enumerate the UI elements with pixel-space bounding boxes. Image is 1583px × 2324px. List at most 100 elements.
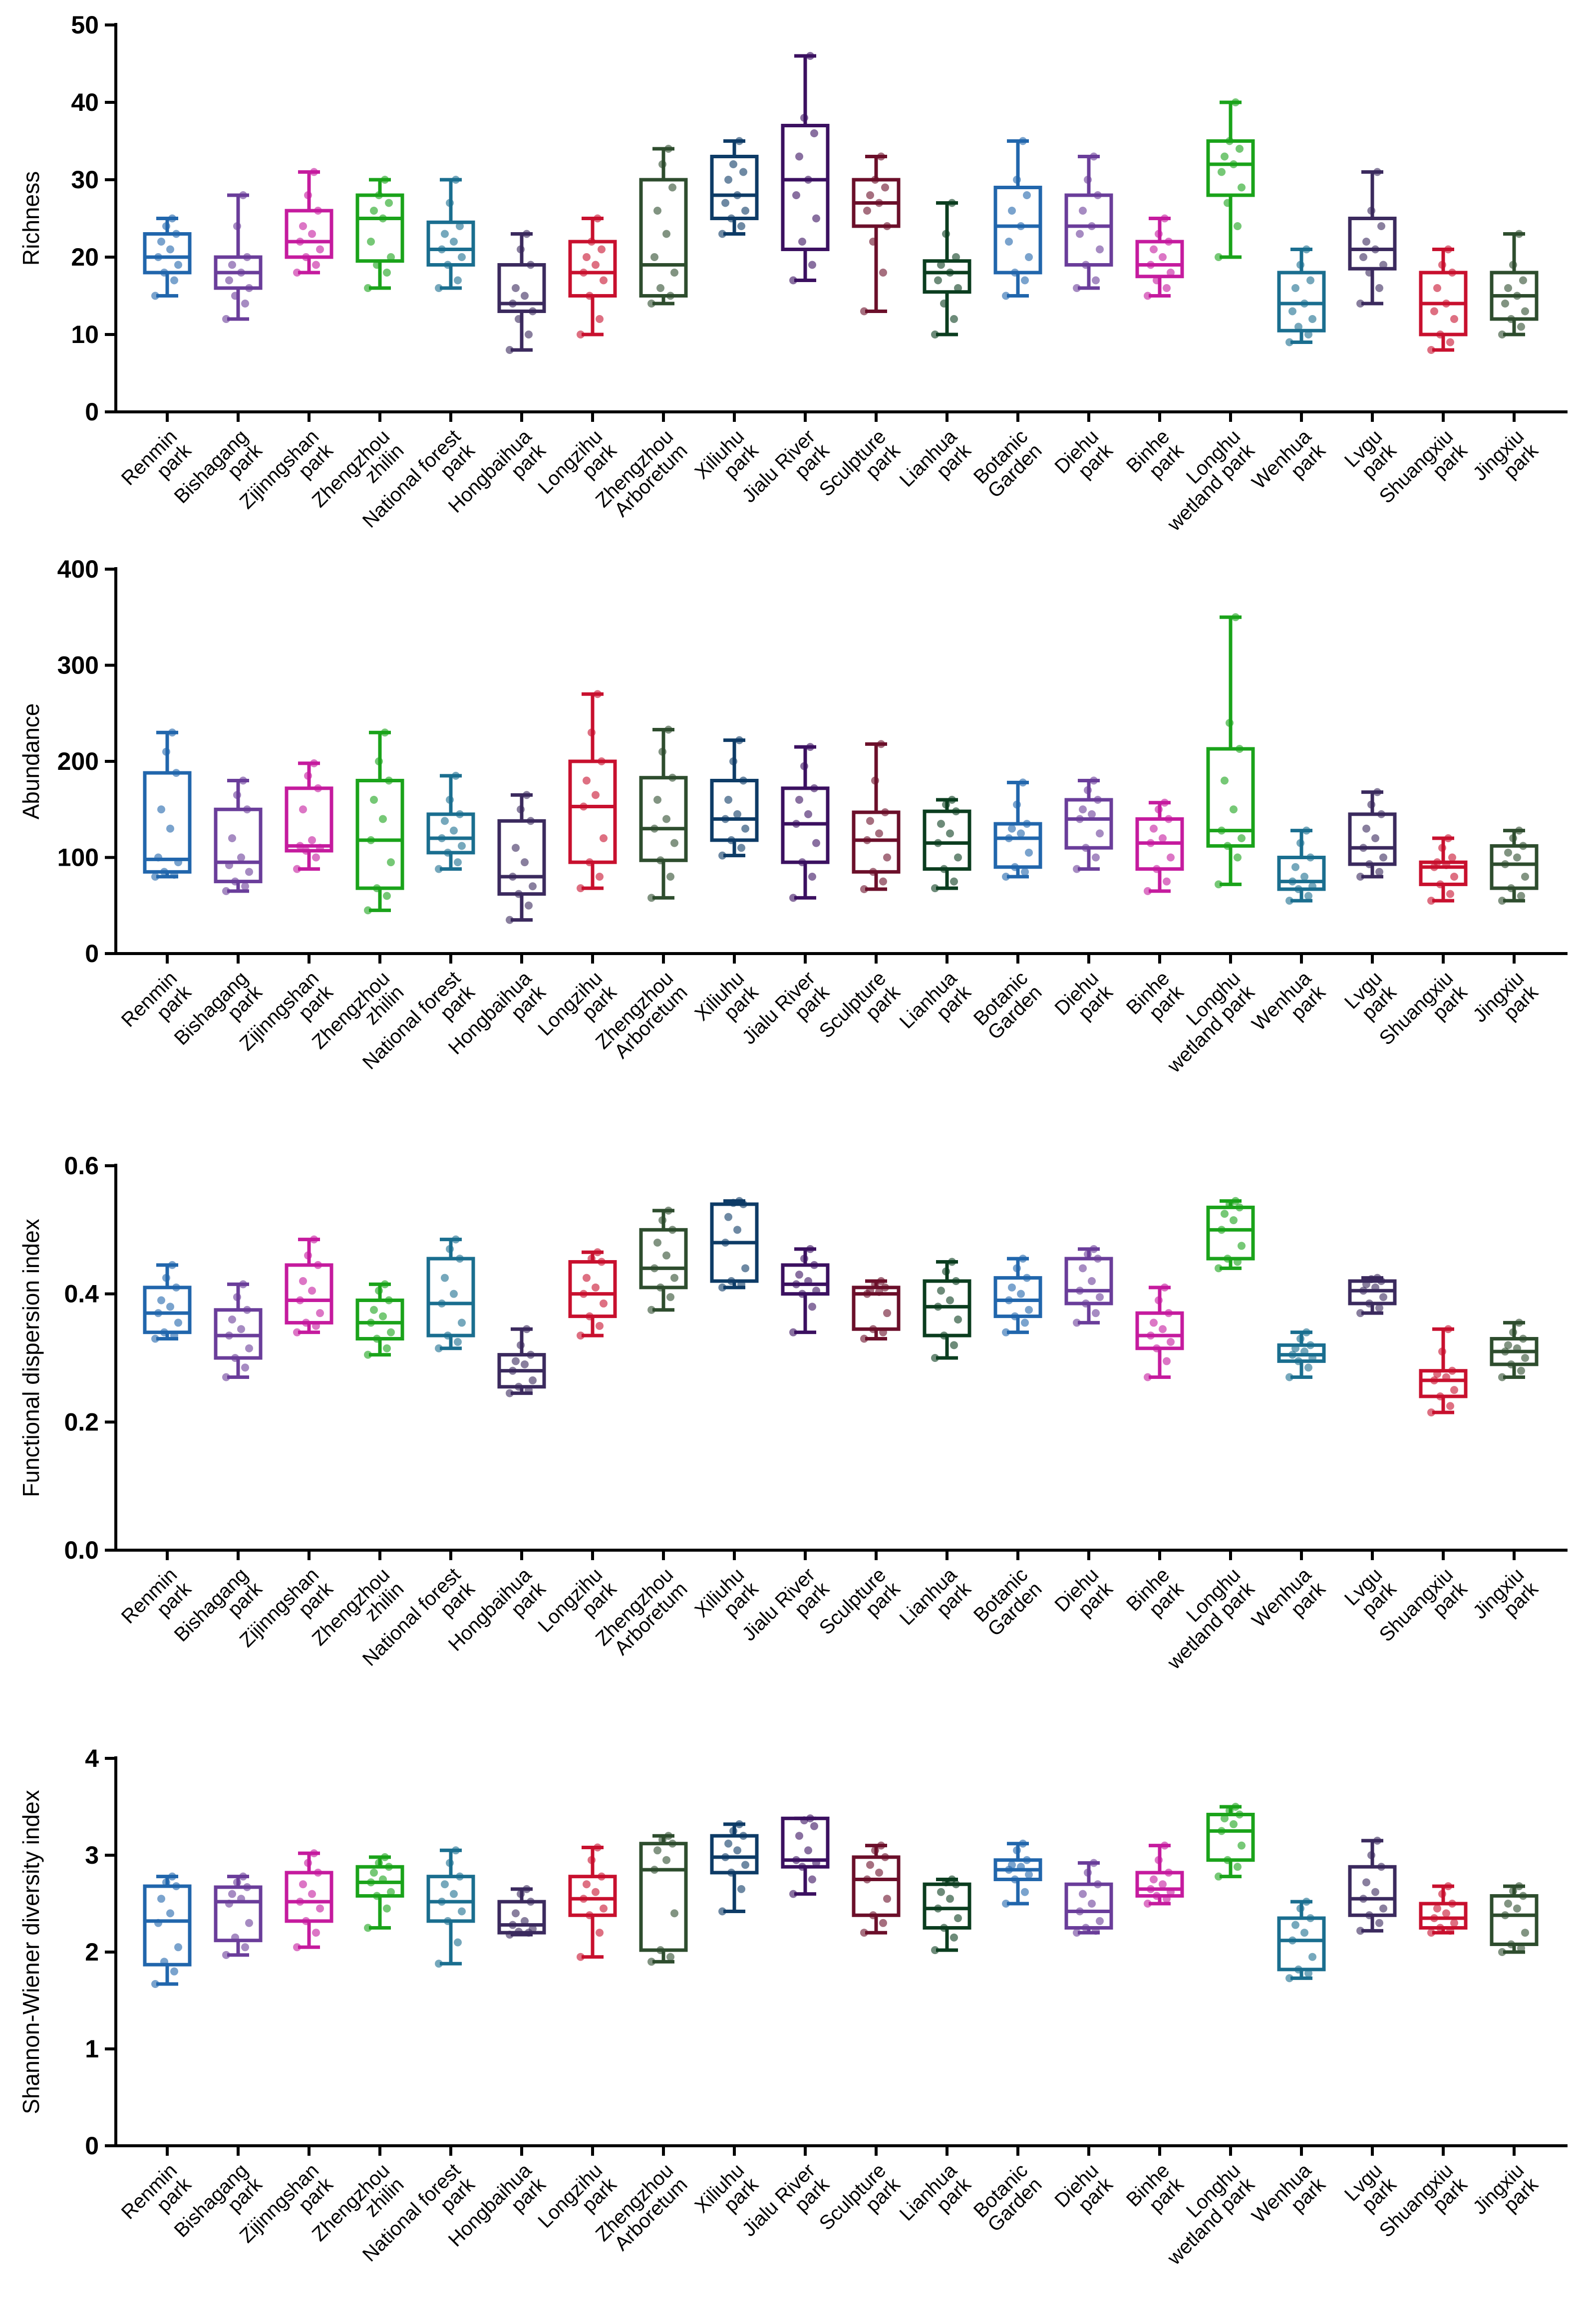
data-point — [1517, 323, 1525, 331]
box-15 — [1135, 1283, 1184, 1560]
y-tick-label: 2 — [85, 1938, 99, 1966]
data-point — [1226, 1200, 1234, 1208]
data-point — [940, 1924, 948, 1932]
data-point — [379, 214, 387, 223]
data-point — [600, 1299, 608, 1308]
data-point — [1306, 853, 1314, 862]
data-point — [1221, 1210, 1229, 1218]
data-point — [170, 1967, 178, 1976]
data-point — [808, 1303, 816, 1311]
data-point — [1218, 1827, 1226, 1835]
data-point — [1373, 1836, 1381, 1845]
data-point — [1438, 844, 1446, 852]
box-6 — [497, 791, 546, 964]
box-15 — [1135, 214, 1184, 422]
data-point — [1025, 848, 1033, 857]
data-point — [241, 1363, 249, 1372]
data-point — [647, 1306, 655, 1314]
data-point — [1446, 890, 1454, 898]
box-16 — [1206, 98, 1255, 422]
data-point — [157, 1895, 165, 1903]
iqr-box — [426, 812, 475, 855]
data-point — [1155, 1296, 1163, 1305]
data-point — [588, 1856, 596, 1864]
data-point — [1159, 253, 1167, 261]
data-point — [670, 1274, 678, 1282]
data-point — [812, 1859, 820, 1867]
data-point — [296, 238, 304, 246]
data-point — [594, 690, 602, 698]
data-point — [174, 858, 182, 867]
data-point — [385, 1296, 393, 1305]
box-12 — [923, 1258, 971, 1560]
data-point — [241, 300, 249, 308]
data-point — [721, 815, 729, 823]
data-point — [1519, 842, 1527, 850]
data-point — [789, 894, 797, 902]
box-5 — [426, 1235, 475, 1560]
data-point — [373, 261, 381, 269]
data-point — [512, 1357, 520, 1365]
box-4 — [355, 1280, 404, 1560]
x-tick-label: Jialu Riverpark — [738, 967, 834, 1063]
data-point — [666, 1953, 674, 1961]
data-point — [869, 238, 877, 246]
x-tick-label: Jingxiupark — [1469, 2159, 1543, 2233]
box-20 — [1490, 826, 1539, 964]
data-point — [1153, 1344, 1161, 1352]
box-19 — [1419, 1325, 1468, 1560]
data-point — [1356, 873, 1364, 881]
data-point — [1011, 863, 1019, 871]
data-point — [1430, 1914, 1438, 1923]
data-point — [314, 207, 322, 215]
data-point — [1513, 853, 1521, 862]
data-point — [860, 1334, 868, 1343]
data-point — [1375, 868, 1383, 876]
box-8 — [639, 145, 688, 422]
data-point — [1427, 1929, 1435, 1937]
data-point — [379, 815, 387, 823]
data-point — [1013, 1846, 1021, 1855]
data-point — [860, 1929, 868, 1937]
data-point — [446, 796, 454, 804]
data-point — [435, 865, 443, 873]
data-point — [666, 873, 674, 881]
data-point — [940, 300, 948, 308]
data-point — [379, 1875, 387, 1884]
data-point — [1359, 253, 1367, 261]
data-point — [228, 261, 236, 269]
data-point — [729, 160, 737, 168]
data-point — [948, 1875, 956, 1884]
data-point — [162, 747, 170, 756]
y-axis-label: Shannon-Wiener diversity index — [18, 1790, 44, 2114]
data-point — [1021, 1888, 1029, 1896]
data-point — [1073, 865, 1081, 873]
data-point — [1433, 1904, 1441, 1913]
data-point — [310, 1849, 318, 1858]
data-point — [739, 776, 747, 785]
data-point — [1521, 1929, 1529, 1937]
iqr-box — [923, 259, 971, 294]
x-tick-label: Lianhuapark — [896, 967, 976, 1047]
data-point — [863, 836, 871, 844]
y-axis-label: Functional dispersion index — [18, 1219, 44, 1497]
data-point — [228, 1890, 236, 1898]
data-point — [729, 757, 737, 765]
data-point — [1373, 168, 1381, 176]
box-1 — [143, 214, 192, 422]
data-point — [1513, 1344, 1521, 1352]
data-point — [1442, 1909, 1450, 1918]
data-point — [1008, 1861, 1016, 1869]
y-tick-label: 4 — [85, 1744, 99, 1772]
data-point — [1023, 1274, 1031, 1282]
data-point — [1507, 1940, 1515, 1949]
data-point — [1507, 315, 1515, 323]
data-point — [172, 1882, 180, 1891]
data-point — [650, 253, 658, 261]
data-point — [881, 1853, 889, 1861]
data-point — [577, 1953, 585, 1961]
iqr-box — [1206, 1205, 1255, 1261]
box-1 — [143, 728, 192, 964]
data-point — [737, 844, 745, 852]
